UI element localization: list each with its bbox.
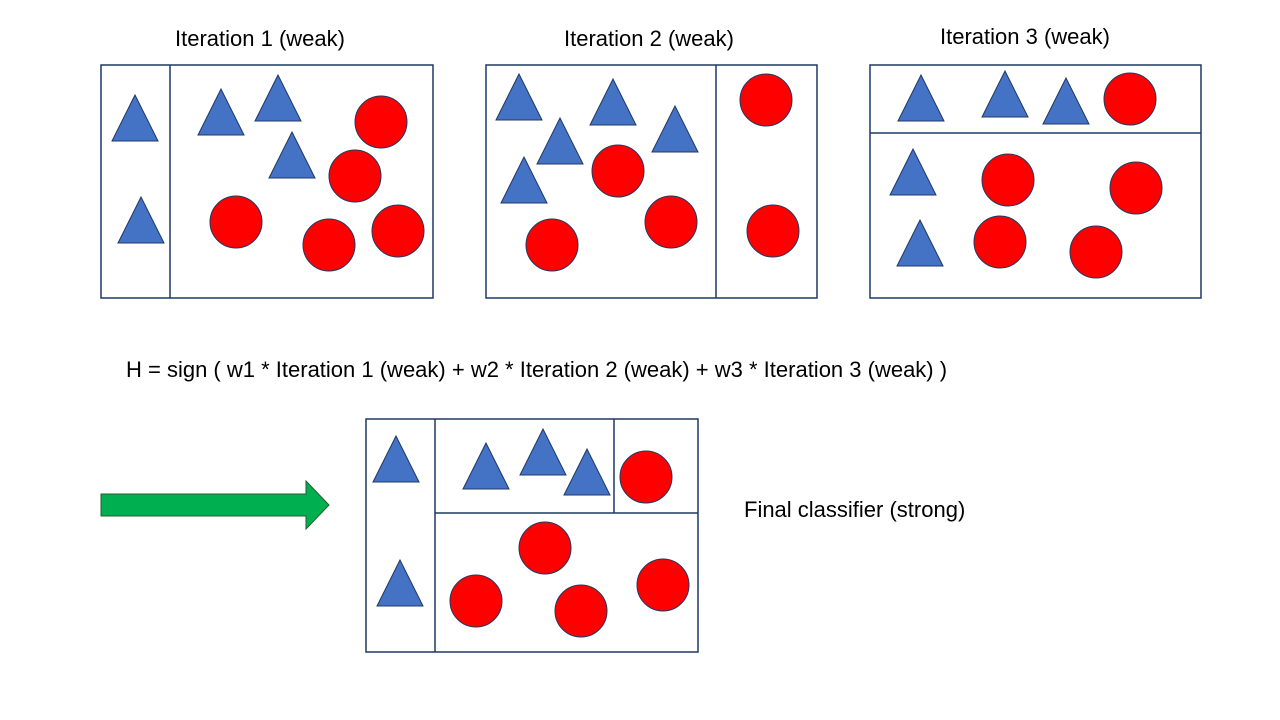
triangle-icon [519,427,567,476]
ensemble-formula: H = sign ( w1 * Iteration 1 (weak) + w2 … [126,357,948,382]
triangle-icon [897,73,945,122]
triangle-icon [495,72,543,121]
circle-icon [525,218,579,272]
triangle-icon [268,130,316,179]
circle-icon [354,95,408,149]
triangle-icon [111,93,159,142]
triangle-icon [462,441,510,490]
circle-icon [371,204,425,258]
panel-1-box [100,64,434,299]
triangle-icon [536,116,584,165]
circle-icon [1103,72,1157,126]
triangle-icon [117,195,165,244]
circle-icon [591,144,645,198]
circle-icon [739,73,793,127]
circle-icon [1069,225,1123,279]
circle-icon [636,558,690,612]
triangle-icon [563,447,611,496]
circle-icon [1109,161,1163,215]
circle-icon [302,218,356,272]
circle-icon [554,584,608,638]
final-box [365,418,699,653]
circle-icon [449,574,503,628]
panel-2-title: Iteration 2 (weak) [564,26,734,51]
panel-3-box [869,64,1202,299]
triangle-icon [1042,76,1090,125]
circle-icon [973,215,1027,269]
triangle-icon [376,558,424,607]
triangle-icon [589,77,637,126]
circle-icon [746,204,800,258]
circle-icon [328,149,382,203]
circle-icon [619,450,673,504]
final-classifier-label: Final classifier (strong) [744,497,966,522]
panel-3-title: Iteration 3 (weak) [940,24,1110,49]
triangle-icon [197,87,245,136]
circle-icon [518,521,572,575]
triangle-icon [981,69,1029,118]
circle-icon [644,195,698,249]
triangle-icon [651,104,699,153]
triangle-icon [889,147,937,196]
panel-2-box [485,64,818,299]
triangle-icon [254,73,302,122]
panel-1-title: Iteration 1 (weak) [175,26,345,51]
triangle-icon [372,434,420,483]
arrow-right-icon [100,479,330,531]
circle-icon [209,195,263,249]
circle-icon [981,153,1035,207]
triangle-icon [500,155,548,204]
triangle-icon [896,218,944,267]
